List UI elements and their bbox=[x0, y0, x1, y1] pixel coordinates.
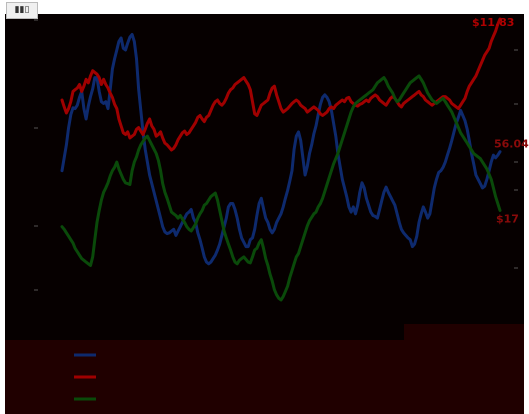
series-end-label-2: $17 bbox=[496, 212, 519, 225]
series-end-label-0: 56.04 bbox=[494, 138, 529, 151]
series-line-1 bbox=[60, 17, 502, 152]
series-line-0 bbox=[60, 33, 502, 266]
corner-tag[interactable]: ▮▮▯ bbox=[6, 2, 38, 19]
legend-header-strip bbox=[404, 324, 524, 342]
series-line-2 bbox=[60, 74, 502, 302]
series-end-label-1: $11.83 bbox=[472, 16, 514, 29]
